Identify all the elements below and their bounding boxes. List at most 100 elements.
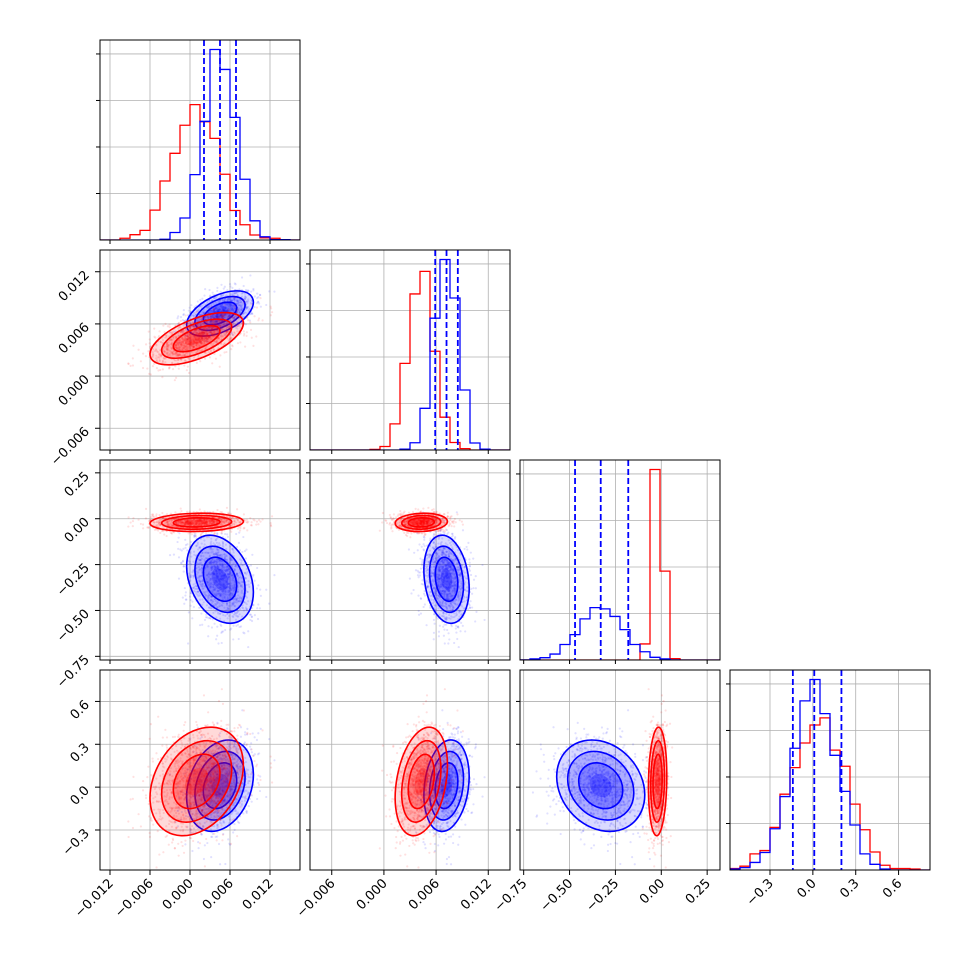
sample-point	[195, 587, 198, 590]
sample-point	[202, 332, 205, 335]
sample-point	[187, 334, 190, 337]
sample-point	[205, 551, 208, 554]
sample-point	[219, 305, 222, 308]
sample-point	[225, 559, 229, 562]
sample-point	[206, 339, 209, 342]
sample-point	[215, 306, 218, 309]
sample-point	[139, 522, 142, 526]
sample-point	[206, 335, 210, 339]
sample-point	[228, 305, 231, 308]
sample-point	[159, 368, 162, 372]
sample-point	[186, 347, 189, 350]
sample-point	[210, 540, 213, 543]
sample-point	[218, 308, 221, 311]
sample-point	[223, 299, 226, 303]
sample-point	[188, 342, 191, 345]
sample-point	[252, 344, 255, 347]
sample-point	[222, 572, 225, 575]
sample-point	[212, 330, 215, 333]
sample-point	[270, 524, 273, 528]
sample-point	[175, 359, 178, 362]
sample-point	[214, 314, 217, 317]
sample-point	[188, 521, 192, 524]
sample-point	[216, 286, 219, 289]
sample-point	[222, 309, 225, 312]
sample-point	[206, 521, 210, 524]
sample-point	[227, 304, 230, 307]
sample-point	[181, 521, 184, 524]
sample-point	[187, 532, 190, 535]
sample-point	[265, 303, 268, 307]
sample-point	[199, 328, 202, 331]
sample-point	[246, 315, 249, 318]
sample-point	[221, 521, 224, 525]
sample-point	[215, 315, 218, 318]
sample-point	[208, 571, 211, 574]
sample-point	[199, 555, 203, 558]
sample-point	[176, 522, 180, 525]
sample-point	[208, 555, 211, 558]
sample-point	[239, 304, 242, 307]
sample-point	[192, 339, 196, 342]
sample-point	[195, 334, 198, 337]
sample-point	[216, 319, 219, 323]
sample-point	[232, 304, 235, 307]
sample-point	[225, 568, 229, 572]
sample-point	[201, 520, 204, 523]
sample-point	[162, 517, 165, 520]
sample-point	[216, 310, 219, 313]
sample-point	[191, 344, 194, 347]
sample-point	[187, 371, 191, 375]
sample-point	[210, 522, 213, 526]
sample-point	[223, 316, 227, 319]
sample-point	[231, 574, 234, 577]
sample-point	[233, 317, 236, 320]
sample-point	[213, 533, 216, 537]
sample-point	[209, 566, 213, 570]
sample-point	[235, 601, 238, 604]
sample-point	[227, 298, 230, 302]
sample-point	[166, 522, 169, 525]
sample-point	[252, 518, 255, 521]
sample-point	[187, 572, 191, 575]
sample-point	[171, 350, 175, 353]
sample-point	[229, 517, 233, 520]
sample-point	[222, 566, 225, 569]
sample-point	[231, 577, 234, 580]
sample-point	[193, 341, 196, 344]
sample-point	[205, 522, 208, 525]
sample-point	[196, 323, 199, 326]
sample-point	[216, 575, 219, 579]
sample-point	[209, 314, 212, 318]
sample-point	[180, 331, 183, 334]
sample-point	[167, 523, 170, 526]
sample-point	[219, 314, 222, 317]
sample-point	[226, 576, 229, 579]
sample-point	[178, 353, 181, 356]
sample-point	[222, 589, 225, 593]
sample-point	[171, 524, 174, 527]
sample-point	[210, 602, 213, 605]
sample-point	[232, 305, 236, 308]
sample-point	[437, 630, 441, 633]
sample-point	[228, 325, 231, 328]
sample-point	[214, 552, 217, 555]
sample-point	[236, 299, 240, 303]
sample-point	[232, 613, 236, 616]
sample-point	[231, 345, 234, 348]
sample-point	[197, 590, 200, 593]
sample-point	[210, 548, 213, 551]
sample-point	[236, 291, 239, 294]
sample-point	[231, 306, 234, 309]
sample-point	[177, 367, 180, 370]
sample-point	[203, 332, 206, 335]
sample-point	[198, 335, 202, 338]
sample-point	[455, 631, 458, 634]
sample-point	[233, 315, 237, 318]
sample-point	[234, 291, 238, 294]
sample-point	[221, 334, 224, 337]
sample-point	[245, 567, 248, 571]
sample-point	[244, 296, 247, 299]
sample-point	[199, 330, 202, 333]
sample-point	[184, 344, 187, 347]
